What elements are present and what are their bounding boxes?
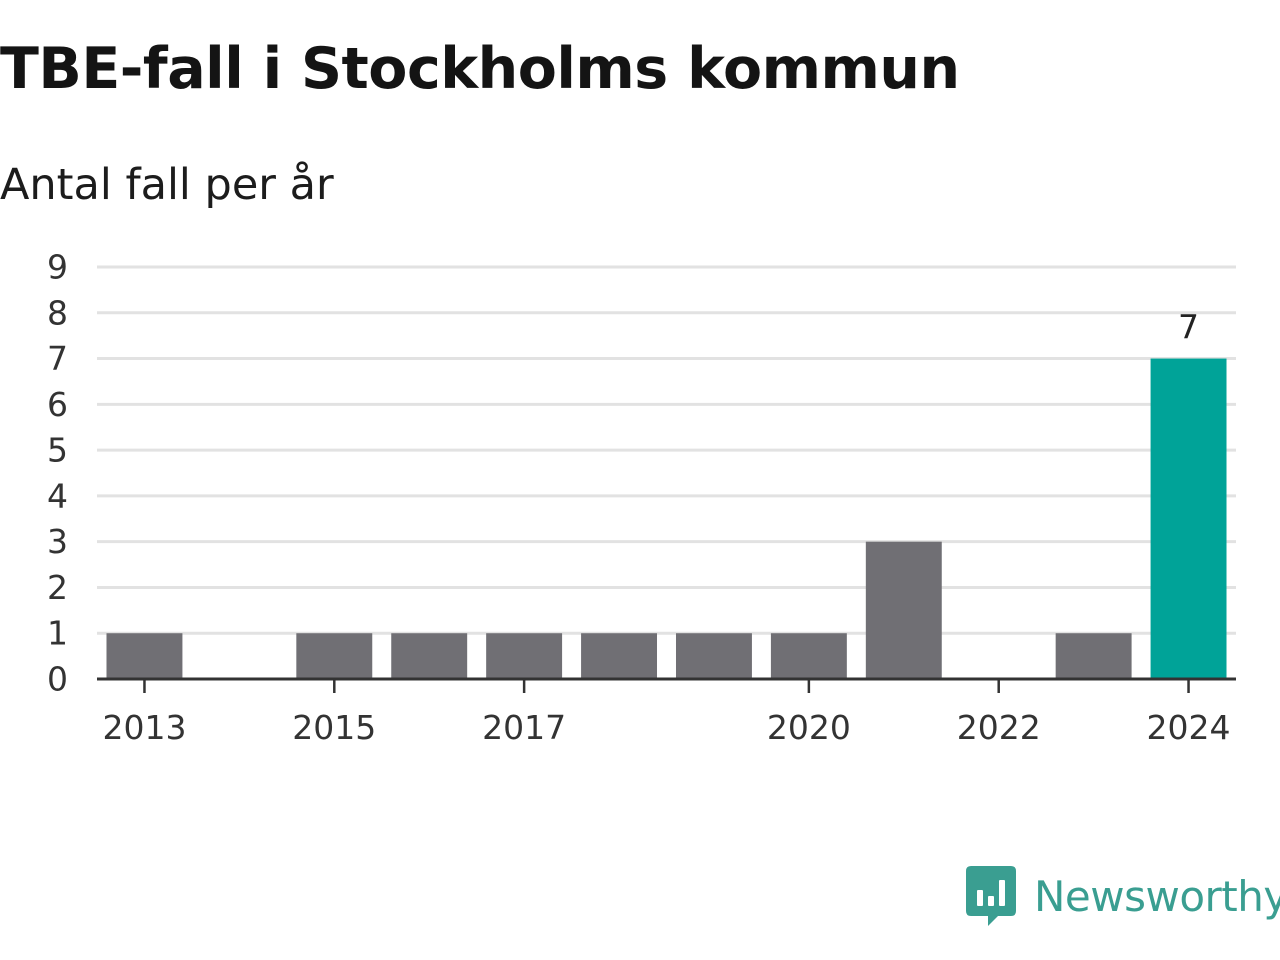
- x-tick-label: 2013: [102, 708, 186, 747]
- x-tick-label: 2017: [482, 708, 566, 747]
- bar-2023: [1055, 633, 1132, 679]
- data-labels: 7: [1178, 308, 1199, 347]
- bar-2024: [1150, 358, 1227, 679]
- bar-2018: [581, 633, 658, 679]
- bar-2016: [391, 633, 468, 679]
- x-tick-label: 2020: [767, 708, 851, 747]
- y-tick-label: 2: [47, 568, 68, 607]
- gridlines: [97, 265, 1236, 635]
- y-tick-label: 4: [47, 476, 68, 515]
- y-tick-label: 9: [47, 248, 68, 287]
- chart-title: TBE-fall i Stockholms kommun: [0, 36, 960, 102]
- newsworthy-chart-bubble-icon: [966, 866, 1016, 926]
- brand-logo: Newsworthy: [966, 866, 1280, 926]
- x-axis-ticks: 2013 2015 2017 2020 2022 2024: [102, 679, 1231, 747]
- bar-2021: [865, 541, 942, 679]
- y-tick-label: 3: [47, 522, 68, 561]
- x-tick-label: 2024: [1147, 708, 1231, 747]
- bar-2020: [770, 633, 847, 679]
- y-tick-label: 8: [47, 293, 68, 332]
- y-tick-label: 7: [47, 339, 68, 378]
- x-tick-label: 2015: [292, 708, 376, 747]
- bar-2017: [486, 633, 563, 679]
- y-axis-ticks: 0 1 2 3 4 5 6 7 8 9: [47, 248, 68, 699]
- y-tick-label: 5: [47, 431, 68, 470]
- bars: [106, 358, 1227, 679]
- x-tick-label: 2022: [957, 708, 1041, 747]
- bar-2019: [675, 633, 752, 679]
- y-tick-label: 0: [47, 660, 68, 699]
- chart-subtitle: Antal fall per år: [0, 160, 334, 210]
- brand-name: Newsworthy: [1034, 871, 1280, 921]
- bar-2013: [106, 633, 183, 679]
- y-tick-label: 6: [47, 385, 68, 424]
- bar-2015: [296, 633, 373, 679]
- y-tick-label: 1: [47, 614, 68, 653]
- data-label-2024: 7: [1178, 308, 1199, 347]
